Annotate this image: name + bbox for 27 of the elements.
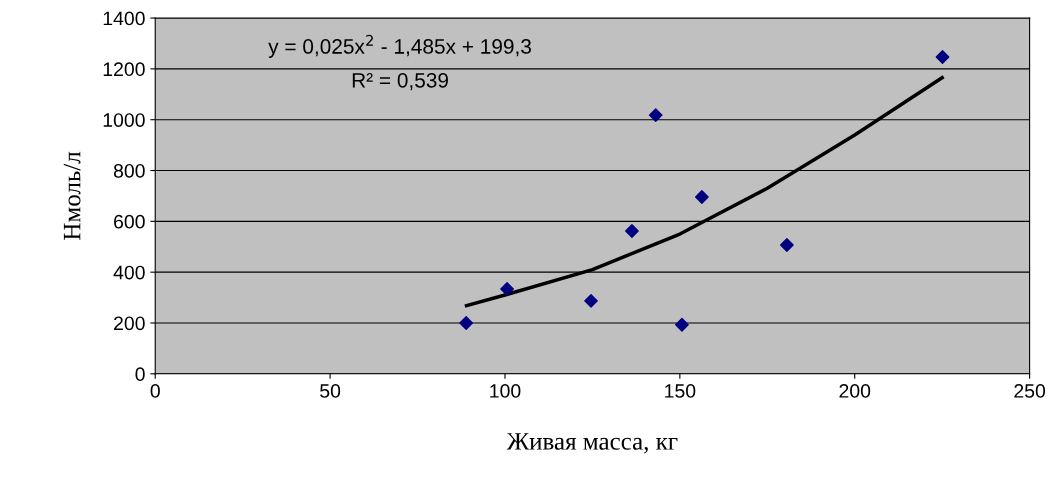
y-tick-label: 1400 (103, 11, 145, 26)
x-tick-label: 100 (490, 384, 521, 398)
y-tick-label: 1200 (103, 62, 145, 77)
y-axis-title: Нмоль/л (63, 151, 81, 240)
y-tick-label: 600 (114, 214, 145, 229)
annotation: R² = 0,539 (352, 72, 448, 91)
point (625, 224, 639, 238)
annotation: y = 0,025x$^{2}$ - 1,485x + 199,3 (268, 34, 531, 58)
x-tick-label: 200 (839, 384, 871, 398)
point (675, 317, 689, 332)
point (694, 190, 709, 204)
x-tick-label: 50 (320, 384, 341, 398)
y-tick-label: 0 (135, 367, 145, 382)
point (935, 50, 950, 64)
point (500, 282, 514, 296)
point (459, 316, 474, 330)
point (584, 293, 598, 308)
point (648, 108, 663, 123)
y-tick-label: 200 (114, 316, 145, 331)
x-tick-label: 0 (150, 384, 160, 398)
x-tick-label: 150 (665, 384, 696, 398)
point (779, 238, 794, 252)
y-tick-label: 1000 (103, 113, 145, 127)
x-axis-title: Живая масса, кг (506, 433, 678, 454)
x-tick-label: 250 (1014, 384, 1046, 398)
y-tick-label: 400 (113, 265, 145, 280)
y-tick-label: 800 (113, 163, 145, 178)
